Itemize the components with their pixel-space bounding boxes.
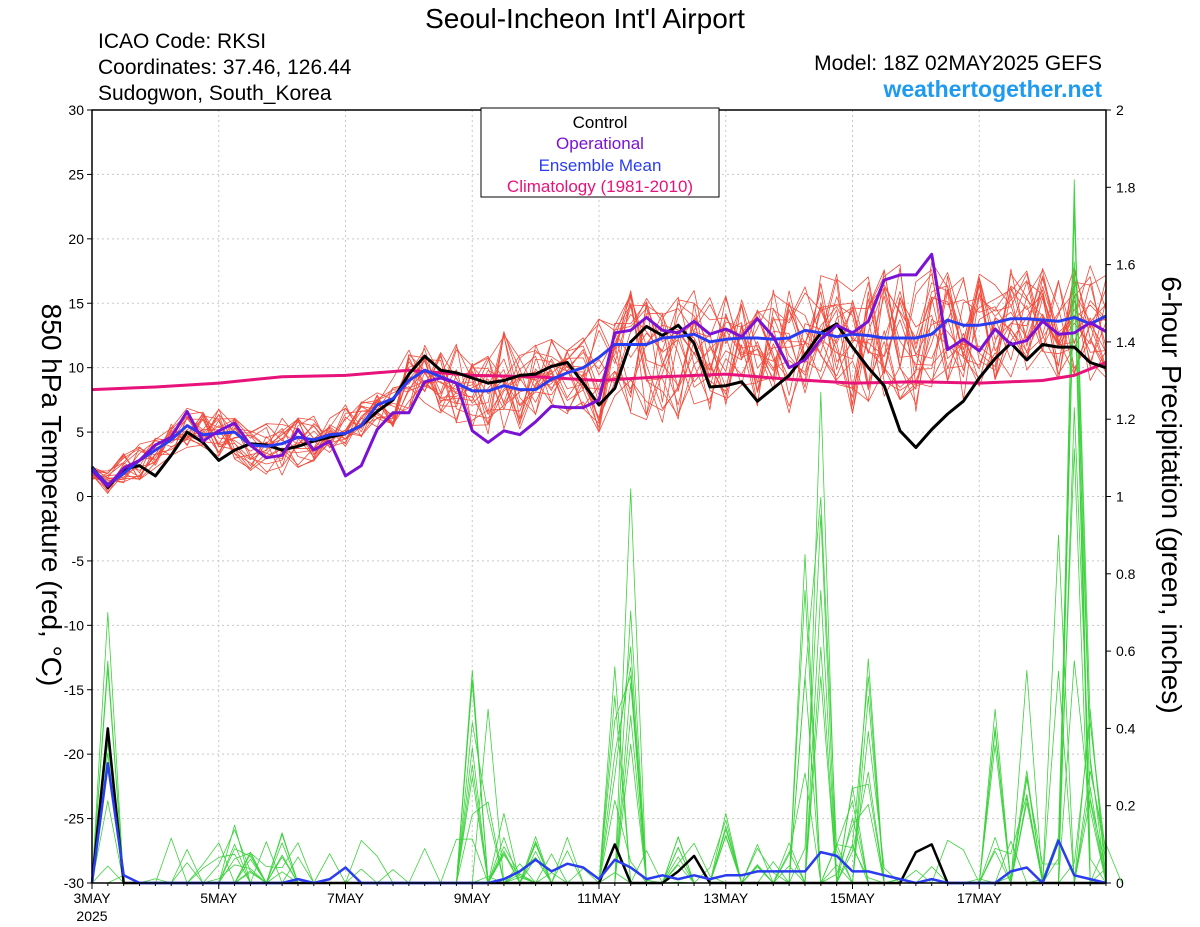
ensemble-members-layer [91,261,1107,495]
y-tick-label: 15 [68,295,84,311]
precip-peak-line [1010,670,1043,884]
precip-peak-line [218,824,251,884]
y-tick-label: -30 [64,875,84,891]
precip-peak-line [662,836,695,884]
precip-peak-line [234,851,267,884]
ensemble-member-line [91,267,1107,490]
y2-tick-label: 1.6 [1116,257,1136,273]
x-tick-label: 15MAY [830,890,876,906]
precip-peak-line [471,708,505,884]
y2-tick-label: 2 [1116,102,1124,118]
precip-peak-line [741,844,774,884]
ensemble-member-line [91,275,1107,479]
precipitation-layer [90,179,1123,885]
precip-peak-line [788,554,822,884]
chart-title: Seoul-Incheon Int'l Airport [425,3,745,34]
location: Sudogwon, South_Korea [98,82,332,105]
operational-line [90,252,1107,488]
y-tick-label: -5 [72,553,85,569]
y-tick-label: 30 [68,102,84,118]
y-tick-label: 0 [76,489,84,505]
legend-operational: Operational [556,134,644,153]
y2-tick-label: 0.6 [1116,643,1136,659]
coordinates: Coordinates: 37.46, 126.44 [98,56,352,79]
x-tick-year: 2025 [76,908,107,924]
legend-ensemble-mean: Ensemble Mean [539,156,662,175]
y-tick-label: 10 [68,360,84,376]
ticks-layer: 302520151050-5-10-15-20-25-3021.81.61.41… [64,102,1136,924]
x-tick-label: 13MAY [703,890,749,906]
precip-peak-line [1042,534,1075,884]
precip-peak-line [456,670,489,884]
grid-layer [91,109,1106,884]
y2-tick-label: 1.2 [1116,411,1136,427]
y-tick-label: -20 [64,746,84,762]
y2-tick-label: 0.8 [1116,566,1136,582]
x-tick-label: 11MAY [577,890,621,906]
y-tick-label: -25 [64,811,84,827]
precip-member-line [92,646,1107,884]
icao-code: ICAO Code: RKSI [98,30,266,53]
ensemble-member-line [91,273,1107,480]
series-layer [90,252,1107,489]
precip-peak-line [614,488,647,884]
y2-tick-label: 1.8 [1116,179,1136,195]
y-tick-label: -10 [64,617,84,633]
legend-climatology: Climatology (1981-2010) [507,177,693,196]
y2-tick-label: 0.4 [1116,720,1136,736]
precip-peak-line [265,832,299,884]
precip-peak-line [1058,179,1091,884]
precip-peak-line [487,813,521,884]
x-tick-label: 7MAY [327,890,365,906]
precip-peak-line [852,658,885,884]
precip-peak-line [836,786,869,884]
site-link[interactable]: weathertogether.net [882,76,1102,102]
precip-peak-line [820,844,853,884]
precip-peak-line [978,708,1012,884]
y-tick-label: 5 [76,424,84,440]
precip-peak-line [772,851,806,884]
ensemble-member-line [91,280,1107,484]
precip-peak-line [709,813,742,884]
legend-control: Control [573,113,628,132]
y2-axis-title: 6-hour Precipitation (green, inches) [1156,276,1187,713]
x-tick-label: 9MAY [454,890,492,906]
precip-member-line [91,195,1107,884]
y2-tick-label: 0 [1116,875,1124,891]
y2-tick-label: 0.2 [1116,798,1136,814]
x-tick-label: 17MAY [957,890,1003,906]
y2-tick-label: 1 [1116,489,1124,505]
ensemble-mean-line [90,314,1107,487]
ensemble-member-line [91,261,1107,493]
precip-peak-line [91,612,125,884]
precip-peak-line [598,666,632,884]
x-tick-label: 5MAY [200,890,238,906]
climatology-line [91,361,1107,392]
y-tick-label: 25 [68,166,84,182]
y-tick-label: -15 [64,682,84,698]
legend: Control Operational Ensemble Mean Climat… [480,107,720,198]
y2-tick-label: 1.4 [1116,334,1136,350]
y-tick-label: 20 [68,231,84,247]
precip-peak-line [456,747,489,884]
legend-box [480,107,720,198]
precip-peak-line [1073,708,1107,884]
y-axis-title: 850 hPa Temperature (red, °C) [36,304,67,687]
model-run: Model: 18Z 02MAY2025 GEFS [814,52,1102,75]
precip-peak-line [804,391,838,884]
x-tick-label: 3MAY [73,890,111,906]
